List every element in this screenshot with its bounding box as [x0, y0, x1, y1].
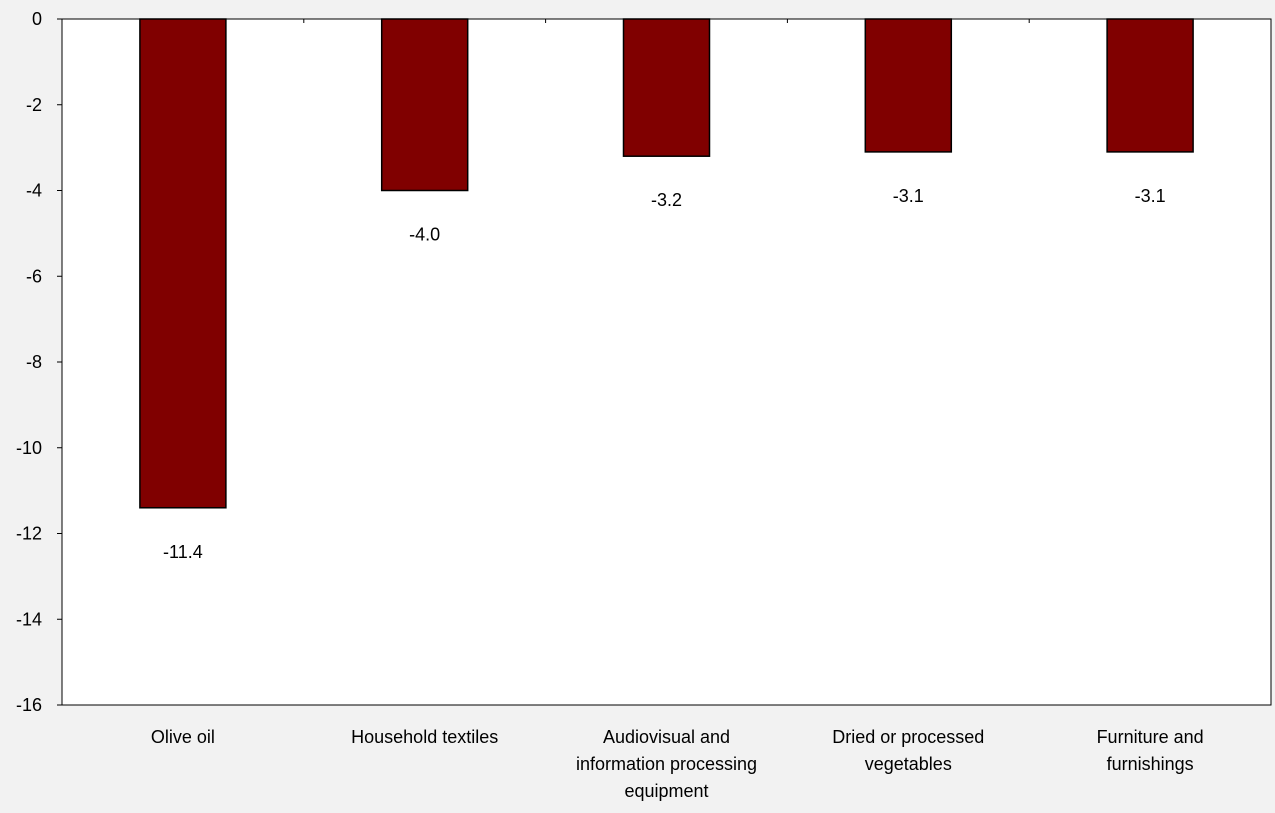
y-tick-label: -12	[16, 524, 42, 544]
x-tick-label: vegetables	[865, 754, 952, 774]
data-label: -3.2	[651, 190, 682, 210]
y-tick-label: -2	[26, 95, 42, 115]
data-labels: -11.4 -4.0 -3.2 -3.1 -3.1	[163, 186, 1166, 562]
data-label: -11.4	[163, 542, 203, 562]
y-axis: 0 -2 -4 -6 -8 -10 -12 -14 -16	[16, 9, 62, 715]
bars	[139, 18, 1194, 509]
data-label: -4.0	[409, 225, 440, 245]
x-tick-label: Household textiles	[351, 727, 498, 747]
data-label: -3.1	[893, 186, 924, 206]
y-tick-label: -8	[26, 352, 42, 372]
bar	[622, 18, 711, 157]
bar	[139, 18, 227, 509]
y-tick-label: -16	[16, 695, 42, 715]
y-tick-label: -14	[16, 609, 42, 629]
x-tick-label: Audiovisual and	[603, 727, 730, 747]
data-label: -3.1	[1135, 186, 1166, 206]
y-tick-label: -10	[16, 438, 42, 458]
bar	[864, 18, 953, 153]
y-tick-label: -6	[26, 266, 42, 286]
y-tick-label: 0	[32, 9, 42, 29]
x-tick-label: equipment	[624, 781, 708, 801]
x-tick-label: information processing	[576, 754, 757, 774]
x-tick-label: Dried or processed	[832, 727, 984, 747]
bar	[380, 18, 469, 192]
x-tick-label: furnishings	[1107, 754, 1194, 774]
x-axis: Olive oil Household textiles Audiovisual a…	[61, 19, 1272, 801]
y-tick-label: -4	[26, 181, 42, 201]
bar	[1106, 18, 1194, 153]
x-tick-label: Olive oil	[151, 727, 215, 747]
x-tick-label: Furniture and	[1097, 727, 1204, 747]
